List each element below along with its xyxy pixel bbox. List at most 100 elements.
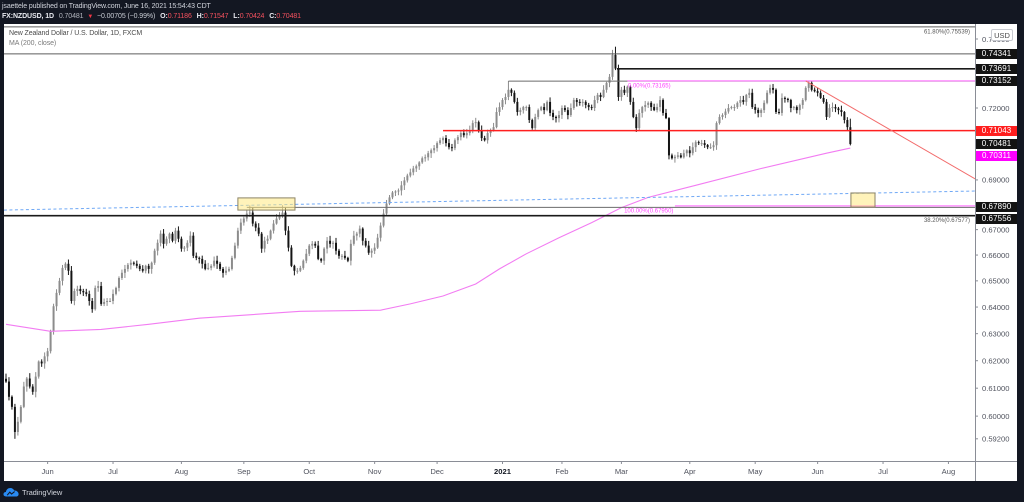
time-tick-label: Oct bbox=[303, 467, 316, 476]
time-tick-label: Jun bbox=[41, 467, 53, 476]
candle-body bbox=[507, 89, 510, 98]
candle-body bbox=[718, 116, 721, 124]
candle-body bbox=[742, 100, 745, 102]
high-value: 0.71547 bbox=[203, 13, 229, 20]
candle bbox=[563, 105, 566, 113]
candle bbox=[135, 260, 138, 269]
candle bbox=[662, 98, 665, 116]
candle-body bbox=[825, 101, 828, 117]
candle-body bbox=[763, 102, 766, 111]
candle-body bbox=[578, 101, 581, 103]
candle-body bbox=[427, 153, 430, 158]
candle bbox=[216, 255, 219, 269]
candle-body bbox=[468, 130, 471, 134]
candle bbox=[355, 231, 358, 241]
price-tick-label: 0.60000 bbox=[982, 412, 1009, 421]
candle bbox=[424, 154, 427, 162]
candle-body bbox=[760, 110, 763, 113]
candle-body bbox=[367, 245, 370, 253]
candle-body bbox=[67, 263, 70, 271]
candle bbox=[165, 236, 168, 246]
candle bbox=[236, 227, 239, 249]
candle bbox=[260, 231, 263, 253]
candle bbox=[67, 259, 70, 276]
candle-body bbox=[424, 157, 427, 159]
candle-body bbox=[644, 104, 647, 108]
candle bbox=[361, 227, 364, 246]
candle-body bbox=[575, 100, 578, 102]
candle bbox=[676, 152, 679, 159]
candle-body bbox=[697, 142, 700, 144]
chart-legend: New Zealand Dollar / U.S. Dollar, 1D, FX… bbox=[9, 29, 142, 49]
candle bbox=[783, 96, 786, 103]
candle-body bbox=[230, 257, 233, 269]
candle-body bbox=[792, 107, 795, 109]
candle-body bbox=[715, 123, 718, 146]
candle bbox=[626, 85, 629, 98]
candle bbox=[400, 181, 403, 196]
candle bbox=[311, 241, 314, 250]
candle bbox=[198, 256, 201, 264]
candle bbox=[813, 87, 816, 93]
candle-body bbox=[557, 115, 560, 119]
candle bbox=[739, 96, 742, 107]
open-value: 0.71186 bbox=[167, 13, 192, 20]
candle bbox=[132, 261, 135, 266]
close-value: 0.70481 bbox=[276, 13, 301, 20]
candle-body bbox=[144, 265, 147, 271]
candle-body bbox=[242, 218, 245, 223]
candle-body bbox=[626, 86, 629, 93]
price-axis[interactable] bbox=[975, 24, 1017, 481]
candle-body bbox=[376, 237, 379, 248]
candle bbox=[397, 188, 400, 196]
candle bbox=[70, 266, 73, 304]
candle bbox=[433, 145, 436, 154]
candle bbox=[730, 105, 733, 110]
candle bbox=[552, 109, 555, 121]
candle-body bbox=[691, 147, 694, 154]
candle-body bbox=[103, 302, 106, 304]
footer-brand[interactable]: TradingView bbox=[3, 486, 62, 498]
candle bbox=[685, 149, 688, 157]
candle bbox=[100, 281, 103, 306]
indicator-title[interactable]: MA (200, close) bbox=[9, 40, 57, 47]
currency-badge[interactable]: USD bbox=[991, 29, 1013, 41]
candle-body bbox=[195, 255, 198, 258]
candle-body bbox=[590, 107, 593, 109]
candle bbox=[58, 277, 61, 296]
candle bbox=[510, 88, 513, 97]
candle bbox=[780, 93, 783, 116]
candle bbox=[436, 141, 439, 152]
candle-body bbox=[667, 118, 670, 156]
candle bbox=[617, 64, 620, 101]
candle bbox=[679, 153, 682, 159]
series-title[interactable]: New Zealand Dollar / U.S. Dollar, 1D, FX… bbox=[9, 30, 143, 37]
candle-body bbox=[349, 243, 352, 261]
candle-body bbox=[418, 162, 421, 167]
candle bbox=[317, 240, 320, 261]
time-axis[interactable] bbox=[4, 461, 975, 481]
candle-body bbox=[456, 137, 459, 141]
candle bbox=[733, 104, 736, 111]
candle bbox=[403, 177, 406, 190]
candle-body bbox=[685, 150, 688, 154]
candle-body bbox=[192, 235, 195, 256]
candle-body bbox=[171, 233, 174, 241]
candle-body bbox=[528, 107, 531, 121]
candle bbox=[257, 223, 260, 237]
candle-body bbox=[275, 218, 278, 224]
candle-body bbox=[216, 260, 219, 264]
plot-area[interactable] bbox=[4, 24, 975, 461]
candle bbox=[385, 199, 388, 217]
candle-body bbox=[608, 76, 611, 83]
candle-body bbox=[777, 111, 780, 113]
candle-body bbox=[85, 292, 88, 294]
candle-body bbox=[186, 242, 189, 248]
price-axis-ticks: 0.750000.720000.690000.670000.660000.650… bbox=[975, 35, 1009, 444]
candle bbox=[7, 377, 10, 401]
candle-body bbox=[129, 262, 132, 265]
candle-body bbox=[819, 92, 822, 98]
candle bbox=[168, 232, 171, 244]
candle bbox=[620, 86, 623, 101]
candle-body bbox=[198, 257, 201, 259]
